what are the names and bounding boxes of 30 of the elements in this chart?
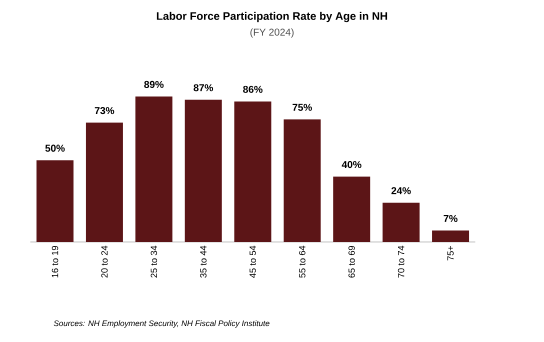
x-tick-label: 20 to 24	[101, 246, 108, 278]
x-tick-label: 45 to 54	[250, 246, 256, 278]
bar	[135, 96, 172, 242]
data-label: 75%	[292, 104, 312, 111]
x-tick-label: 55 to 64	[299, 246, 306, 278]
bar	[36, 160, 74, 242]
data-label: 89%	[144, 80, 164, 88]
bar	[234, 101, 272, 242]
x-tick-label: 25 to 34	[150, 246, 158, 278]
chart-title: Labor Force Participation Rate by Age in NH	[156, 12, 388, 22]
data-label: 73%	[94, 107, 114, 114]
data-label: 87%	[194, 84, 214, 92]
x-tick-label: 65 to 69	[348, 246, 355, 278]
chart-subtitle: (FY 2024)	[250, 28, 294, 38]
bar	[333, 176, 370, 242]
data-label: 7%	[444, 214, 458, 222]
bar	[432, 230, 470, 242]
data-label: 50%	[45, 144, 65, 152]
source-note: Sources: NH Employment Security, NH Fiscal Policy Institute	[54, 320, 270, 328]
data-label: 24%	[391, 187, 411, 194]
bar	[382, 202, 420, 242]
x-tick-label: 70 to 74	[398, 246, 404, 278]
data-label: 86%	[243, 86, 263, 93]
x-tick-label: 75+	[447, 246, 454, 260]
bar	[284, 119, 321, 242]
bar	[86, 122, 123, 242]
x-tick-label: 16 to 19	[52, 246, 58, 278]
bar	[184, 100, 222, 242]
data-label: 40%	[342, 161, 362, 168]
x-tick-label: 35 to 44	[200, 246, 207, 278]
